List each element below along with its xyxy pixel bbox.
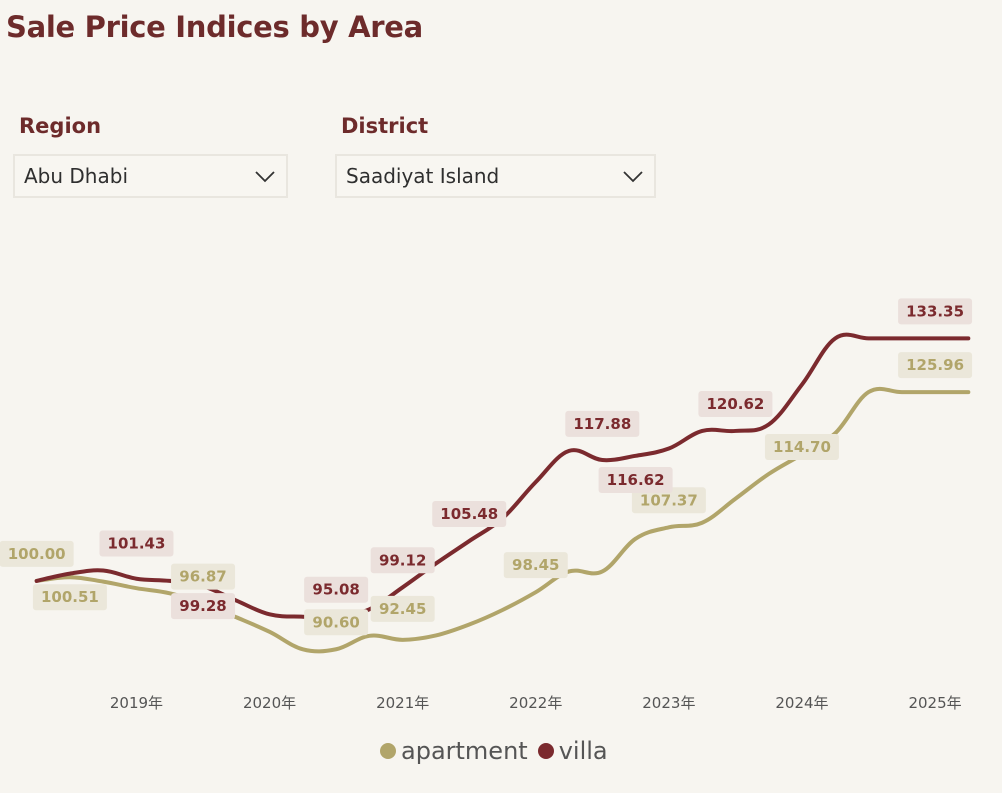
district-dropdown[interactable]: Saadiyat Island (335, 154, 656, 198)
data-label-background (0, 540, 74, 567)
data-label-background (370, 595, 435, 622)
x-tick-label: 2019年 (110, 694, 163, 712)
data-label-text: 125.96 (906, 356, 964, 374)
data-label-text: 120.62 (706, 395, 764, 413)
data-label-background (171, 593, 236, 620)
region-filter-label: Region (19, 114, 102, 138)
data-label-villa: 99.12 (370, 547, 435, 574)
legend-item-apartment[interactable]: apartment (380, 737, 528, 765)
data-label-apartment: 90.60 (304, 609, 369, 636)
data-label-apartment: 100.00 (0, 540, 74, 567)
data-label-apartment: 98.45 (503, 552, 568, 579)
legend-label-villa: villa (558, 737, 608, 765)
region-dropdown-value: Abu Dhabi (24, 164, 128, 188)
data-label-background (565, 410, 640, 437)
data-label-background (99, 530, 174, 557)
data-label-background (598, 467, 673, 494)
data-label-villa: 105.48 (432, 501, 507, 528)
data-label-text: 117.88 (573, 415, 631, 433)
data-label-apartment: 92.45 (370, 595, 435, 622)
district-dropdown-value: Saadiyat Island (346, 164, 500, 188)
x-tick-label: 2020年 (243, 694, 296, 712)
data-label-villa: 120.62 (698, 390, 773, 417)
x-tick-label: 2022年 (509, 694, 562, 712)
data-label-background (764, 434, 839, 460)
data-label-text: 101.43 (108, 535, 166, 553)
data-labels: 100.00 100.51 96.87 90.60 92.45 98.45 107.37 11… (0, 298, 973, 636)
data-label-background (32, 584, 107, 611)
legend-item-villa[interactable]: villa (537, 737, 608, 765)
chevron-down-icon (254, 166, 276, 186)
data-label-text: 107.37 (640, 491, 698, 509)
data-label-background (898, 298, 973, 325)
data-label-text: 114.70 (773, 438, 831, 456)
x-tick-label: 2023年 (642, 694, 695, 712)
data-label-text: 116.62 (607, 471, 665, 489)
x-tick-label: 2024年 (775, 694, 828, 712)
data-label-background (304, 609, 369, 636)
page-title: Sale Price Indices by Area (6, 10, 423, 44)
data-label-text: 99.28 (179, 597, 226, 615)
data-label-background (304, 576, 369, 603)
data-label-text: 100.51 (41, 588, 99, 606)
data-label-background (171, 563, 236, 590)
data-label-background (898, 352, 973, 379)
data-label-text: 105.48 (440, 505, 498, 523)
data-label-villa: 116.62 (598, 467, 673, 494)
data-label-background (370, 547, 435, 574)
data-label-apartment: 114.70 (764, 434, 839, 460)
chart-legend: apartment villa (380, 734, 618, 768)
data-label-text: 92.45 (379, 600, 426, 618)
data-label-text: 96.87 (179, 568, 226, 586)
x-tick-label: 2021年 (376, 694, 429, 712)
data-label-background (631, 487, 706, 514)
legend-marker-apartment (380, 743, 396, 759)
data-label-background (432, 501, 507, 528)
data-label-villa: 99.28 (171, 593, 236, 620)
data-label-villa: 95.08 (304, 576, 369, 603)
data-label-text: 99.12 (379, 551, 426, 569)
data-label-villa: 133.35 (898, 298, 973, 325)
legend-label-apartment: apartment (401, 737, 528, 765)
data-label-apartment: 107.37 (631, 487, 706, 514)
data-label-apartment: 100.51 (32, 584, 107, 611)
data-label-background (698, 390, 773, 417)
data-label-villa: 101.43 (99, 530, 174, 557)
district-filter-label: District (341, 114, 429, 138)
data-label-apartment: 125.96 (898, 352, 973, 379)
data-label-text: 133.35 (906, 302, 964, 320)
data-label-text: 95.08 (312, 581, 359, 599)
x-tick-label: 2025年 (908, 694, 961, 712)
chevron-down-icon (622, 166, 644, 186)
data-label-text: 90.60 (312, 613, 359, 631)
data-label-villa: 117.88 (565, 410, 640, 437)
data-label-text: 98.45 (512, 556, 559, 574)
data-label-apartment: 96.87 (171, 563, 236, 590)
data-label-background (503, 552, 568, 579)
data-label-text: 100.00 (8, 545, 66, 563)
region-dropdown[interactable]: Abu Dhabi (13, 154, 288, 198)
x-axis-ticks: 2019年 2020年 2021年 2022年 2023年 2024年 2025年 (110, 694, 962, 712)
legend-marker-villa (537, 743, 554, 759)
